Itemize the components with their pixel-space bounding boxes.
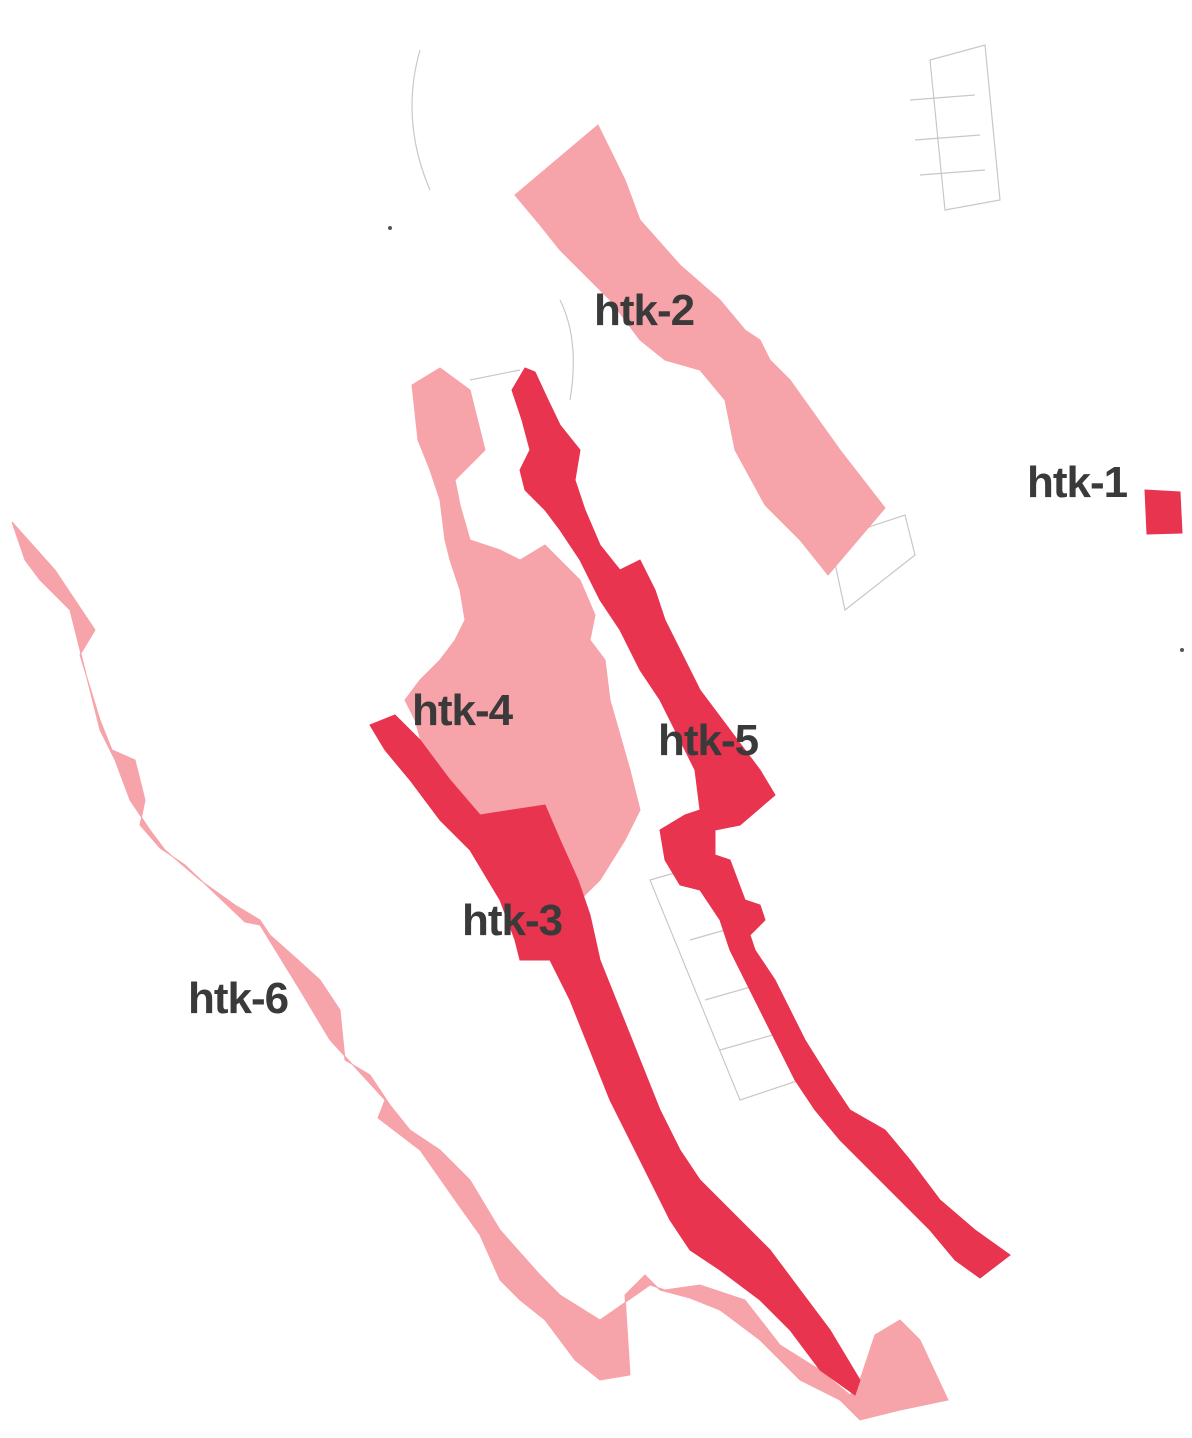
zone-htk-5[interactable] [511,367,1011,1279]
speck [388,226,392,230]
zone-htk-3[interactable] [369,714,861,1396]
label-htk-5: htk-5 [658,716,759,765]
label-htk-3: htk-3 [462,896,562,945]
label-htk-1: htk-1 [1027,458,1128,507]
zone-htk-1[interactable] [1144,489,1183,535]
label-htk-2: htk-2 [594,286,694,335]
speck [1180,648,1184,652]
label-htk-6: htk-6 [188,974,288,1023]
zone-htk-6[interactable] [11,521,949,1421]
zone-labels: htk-1 htk-2 htk-3 htk-4 htk-5 htk-6 [188,286,1129,1023]
label-htk-4: htk-4 [412,686,514,735]
zone-htk-2[interactable] [514,124,886,576]
